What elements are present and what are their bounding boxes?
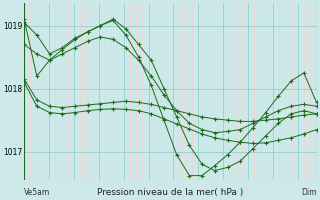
Text: Ve5am: Ve5am <box>24 188 50 197</box>
X-axis label: Pression niveau de la mer( hPa ): Pression niveau de la mer( hPa ) <box>97 188 244 197</box>
Text: Dim: Dim <box>301 188 316 197</box>
